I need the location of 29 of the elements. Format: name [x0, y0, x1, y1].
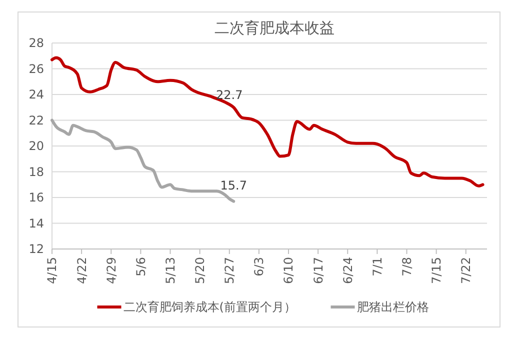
chart-title: 二次育肥成本收益 [214, 19, 334, 37]
x-tick-label: 7/8 [400, 257, 414, 276]
y-tick-label: 26 [28, 62, 44, 76]
y-tick-label: 20 [28, 139, 44, 154]
legend-label: 肥猪出栏价格 [356, 300, 429, 314]
legend-label: 二次育肥饲养成本(前置两个月） [123, 300, 296, 314]
x-tick-label: 7/15 [430, 257, 444, 284]
y-tick-label: 16 [28, 190, 44, 205]
x-tick-label: 6/24 [340, 257, 355, 284]
x-tick-label: 5/27 [222, 257, 237, 284]
y-tick-label: 14 [28, 216, 44, 230]
y-tick-label: 22 [28, 113, 44, 128]
x-tick-label: 7/1 [370, 257, 384, 276]
x-tick-label: 5/13 [163, 257, 178, 284]
y-tick-label: 28 [28, 36, 44, 50]
x-tick-label: 4/22 [74, 257, 89, 284]
annotation: 15.7 [220, 178, 247, 192]
y-tick-label: 24 [28, 88, 44, 102]
x-tick-label: 6/17 [311, 257, 326, 284]
x-tick-label: 5/6 [134, 257, 148, 276]
annotation: 22.7 [216, 88, 243, 102]
x-tick-label: 4/15 [45, 257, 60, 284]
x-tick-label: 4/29 [104, 257, 118, 284]
x-tick-label: 7/22 [459, 257, 474, 284]
y-tick-label: 12 [28, 242, 44, 256]
x-tick-label: 6/10 [282, 257, 296, 284]
y-tick-label: 18 [28, 164, 44, 179]
x-tick-label: 6/3 [252, 257, 266, 276]
x-tick-label: 5/20 [193, 257, 208, 284]
